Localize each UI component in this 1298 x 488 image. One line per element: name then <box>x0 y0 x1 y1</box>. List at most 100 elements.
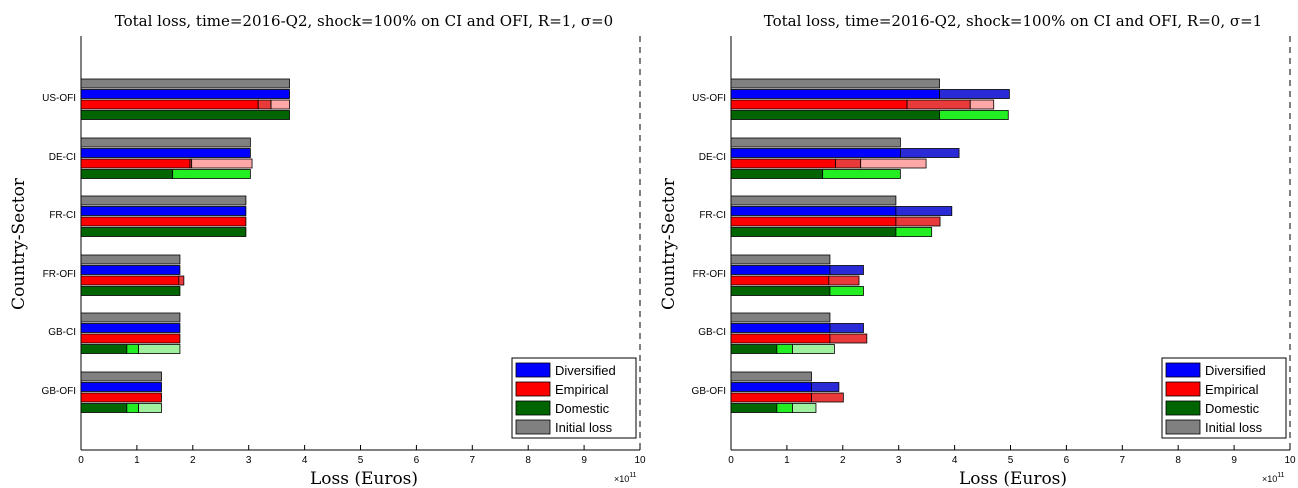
right-x-tick-label: 0 <box>728 455 734 466</box>
left-bar-domestic-gb-ofi <box>80 403 128 413</box>
left-chart-ylabel: Country-Sector <box>9 177 29 310</box>
left-multiplier-exp: 11 <box>629 472 636 479</box>
right-bar-diversified-gb-ofi <box>811 382 840 392</box>
right-bar-domestic-fr-ci <box>730 227 897 237</box>
left-x-tick-label: 2 <box>190 455 196 466</box>
right-bar-domestic-gb-ofi <box>776 403 793 413</box>
right-bar-empirical-fr-ci <box>895 216 941 227</box>
right-bar-empirical-gb-ci <box>829 333 868 344</box>
right-bar-domestic-fr-ofi <box>829 286 864 296</box>
right-bar-empirical-us-ofi <box>906 99 971 110</box>
right-bar-domestic-de-ci <box>730 169 824 179</box>
left-x-tick-label: 10 <box>634 455 646 466</box>
left-bar-domestic-fr-ofi <box>80 286 181 296</box>
right-bar-diversified-fr-ci <box>730 206 897 216</box>
left-legend-swatch-domestic <box>515 400 551 416</box>
left-bar-empirical-fr-ofi <box>80 275 180 286</box>
right-bar-domestic-fr-ci <box>895 227 933 237</box>
right-legend-label-domestic: Domestic <box>1205 401 1260 416</box>
left-category-label: DE-CI <box>49 152 76 163</box>
right-legend-swatch-empirical <box>1165 381 1201 397</box>
left-bar-diversified-fr-ci <box>80 206 247 216</box>
left-bar-initial-loss-gb-ci <box>80 312 181 323</box>
left-x-tick-label: 5 <box>358 455 364 466</box>
left-bar-empirical-gb-ci <box>80 333 181 344</box>
left-bar-empirical-de-ci <box>191 158 253 169</box>
left-bar-initial-loss-us-ofi <box>80 78 290 89</box>
left-legend-label-initial-loss: Initial loss <box>555 420 613 435</box>
right-legend-swatch-initial-loss <box>1165 419 1201 435</box>
right-multiplier-exp: 11 <box>1277 472 1284 479</box>
right-bar-diversified-gb-ci <box>829 323 864 333</box>
left-bar-empirical-us-ofi <box>80 99 259 110</box>
right-bar-empirical-de-ci <box>730 158 836 169</box>
left-bar-diversified-de-ci <box>80 148 251 158</box>
right-x-tick-label: 4 <box>952 455 958 466</box>
right-bar-domestic-gb-ofi <box>730 403 778 413</box>
right-category-label: FR-OFI <box>693 269 726 280</box>
left-legend-label-domestic: Domestic <box>555 401 610 416</box>
left-chart-legend: Diversified Empirical Domestic Initial loss <box>511 357 637 439</box>
left-bar-empirical-us-ofi <box>257 99 272 110</box>
right-bar-initial-loss-gb-ci <box>730 312 831 323</box>
right-bar-empirical-fr-ci <box>730 216 897 227</box>
right-legend-label-diversified: Diversified <box>1205 363 1266 378</box>
left-category-label: GB-OFI <box>42 386 76 397</box>
left-legend-swatch-initial-loss <box>515 419 551 435</box>
right-legend-label-initial-loss: Initial loss <box>1205 420 1263 435</box>
right-bar-initial-loss-fr-ofi <box>730 254 831 265</box>
left-chart-panel: Total loss, time=2016-Q2, shock=100% on … <box>9 12 646 488</box>
right-x-tick-label: 3 <box>896 455 902 466</box>
right-bar-diversified-gb-ci <box>730 323 831 333</box>
right-category-label: GB-OFI <box>692 386 726 397</box>
right-x-tick-label: 8 <box>1175 455 1181 466</box>
left-bar-domestic-gb-ci <box>126 344 139 354</box>
left-bar-diversified-us-ofi <box>80 89 290 99</box>
left-bar-domestic-de-ci <box>172 169 251 179</box>
left-bar-diversified-gb-ofi <box>80 382 162 392</box>
left-category-label: US-OFI <box>42 93 76 104</box>
right-chart-legend: Diversified Empirical Domestic Initial loss <box>1161 357 1287 439</box>
left-legend-swatch-empirical <box>515 381 551 397</box>
left-chart-xlabel: Loss (Euros) <box>310 469 418 488</box>
right-legend-label-empirical: Empirical <box>1205 382 1259 397</box>
right-chart-title: Total loss, time=2016-Q2, shock=100% on … <box>764 12 1262 30</box>
right-bar-domestic-de-ci <box>822 169 901 179</box>
left-bar-empirical-us-ofi <box>270 99 290 110</box>
right-category-label: GB-CI <box>698 327 726 338</box>
left-bar-initial-loss-de-ci <box>80 137 251 148</box>
right-bar-diversified-fr-ofi <box>730 265 831 275</box>
left-bar-domestic-gb-ofi <box>138 403 162 413</box>
left-category-label: FR-OFI <box>43 269 76 280</box>
right-bar-domestic-gb-ci <box>730 344 778 354</box>
right-x-tick-label: 2 <box>840 455 846 466</box>
left-bar-diversified-fr-ofi <box>80 265 181 275</box>
left-bar-empirical-fr-ofi <box>178 275 185 286</box>
right-bar-empirical-fr-ofi <box>730 275 830 286</box>
right-bar-initial-loss-de-ci <box>730 137 901 148</box>
right-bar-domestic-us-ofi <box>939 110 1009 120</box>
right-bar-diversified-us-ofi <box>730 89 940 99</box>
right-chart-panel: Total loss, time=2016-Q2, shock=100% on … <box>659 12 1296 488</box>
right-x-tick-label: 9 <box>1231 455 1237 466</box>
right-bar-diversified-gb-ofi <box>730 382 812 392</box>
right-category-label: US-OFI <box>692 93 726 104</box>
right-bar-diversified-de-ci <box>899 148 960 158</box>
left-legend-label-diversified: Diversified <box>555 363 616 378</box>
right-x-tick-label: 1 <box>784 455 790 466</box>
right-bar-empirical-de-ci <box>835 158 862 169</box>
right-x-tick-label: 7 <box>1120 455 1126 466</box>
left-bar-empirical-gb-ofi <box>80 392 162 403</box>
left-x-tick-label: 9 <box>581 455 587 466</box>
right-bar-empirical-fr-ofi <box>828 275 860 286</box>
left-bar-domestic-de-ci <box>80 169 174 179</box>
left-bar-empirical-de-ci <box>80 158 191 169</box>
left-bar-diversified-gb-ci <box>80 323 181 333</box>
left-legend-label-empirical: Empirical <box>555 382 609 397</box>
right-bar-domestic-us-ofi <box>730 110 940 120</box>
right-bar-diversified-fr-ofi <box>829 265 864 275</box>
left-chart-multiplier: ×1011 <box>614 472 637 484</box>
right-bar-empirical-gb-ofi <box>730 392 812 403</box>
right-multiplier-base: ×10 <box>1262 474 1277 484</box>
